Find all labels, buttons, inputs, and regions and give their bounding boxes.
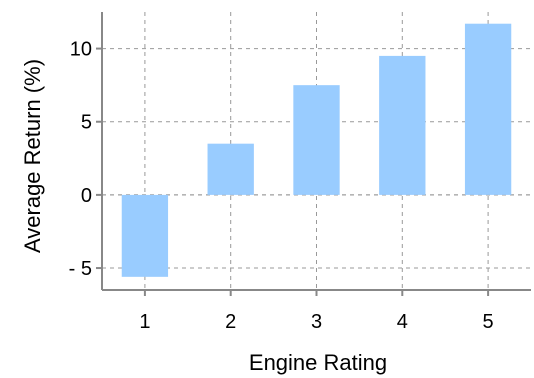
bar-3 (293, 85, 340, 195)
x-tick-label: 4 (397, 311, 408, 333)
bar-4 (379, 55, 426, 195)
bar-5 (464, 23, 512, 195)
y-tick-label: - 5 (69, 258, 92, 280)
bar-1 (121, 194, 169, 277)
x-tick-label: 2 (225, 311, 236, 333)
plot-frame (96, 12, 531, 296)
y-tick-label: 10 (70, 39, 92, 61)
bar-2 (207, 143, 254, 195)
x-tick-labels: 1 2 3 4 5 (139, 311, 493, 333)
y-tick-labels: - 5 0 5 10 (69, 39, 92, 280)
y-axis-label: Average Return (%) (20, 59, 45, 253)
x-axis-label: Engine Rating (249, 350, 387, 375)
y-tick-label: 5 (81, 112, 92, 134)
x-tick-label: 1 (139, 311, 150, 333)
bars (121, 23, 512, 277)
x-tick-label: 3 (311, 311, 322, 333)
x-tick-label: 5 (483, 311, 494, 333)
y-tick-label: 0 (81, 185, 92, 207)
